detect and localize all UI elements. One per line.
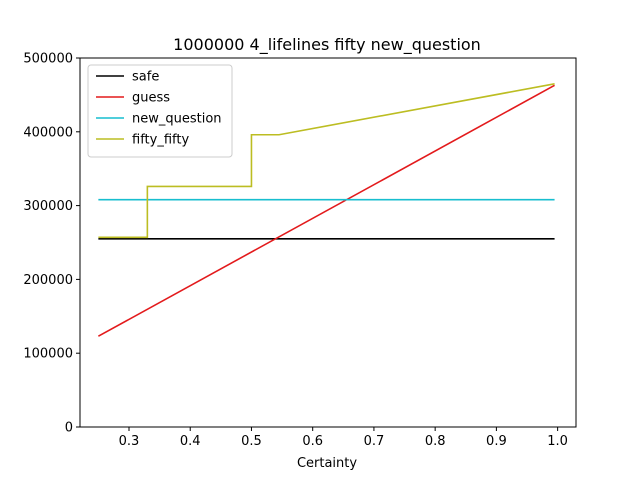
y-tick-label: 400000 [23,125,73,140]
x-axis-label: Certainty [297,456,357,471]
x-tick-label: 1.0 [547,434,568,449]
legend-box [87,64,233,158]
series-layer [97,83,555,337]
chart-title: 1000000 4_lifelines fifty new_question [173,35,481,55]
x-tick-label: 0.8 [425,434,446,449]
plot-area: 0.3 0.4 0.5 0.6 0.7 0.8 0.9 1.0 0 100000 200000 30… [23,52,577,449]
y-axis: 0 100000 200000 300000 400000 500000 [23,52,80,436]
legend-label: fifty_fifty [132,133,189,148]
series-line-guess [97,84,555,337]
legend-label: guess [132,91,170,106]
y-tick-label: 500000 [23,52,73,67]
plot-frame [79,57,577,428]
y-tick-label: 0 [65,421,73,436]
y-tick-label: 200000 [23,273,73,288]
x-tick-label: 0.7 [364,434,385,449]
series-line-fifty-fifty [98,83,555,239]
x-tick-label: 0.9 [486,434,507,449]
legend-label: new_question [132,112,222,127]
legend-label: safe [132,70,159,85]
legend: safe guess new_question fifty_fifty [87,64,233,158]
x-axis: 0.3 0.4 0.5 0.6 0.7 0.8 0.9 1.0 [119,427,568,449]
y-tick-label: 300000 [23,199,73,214]
x-tick-label: 0.5 [241,434,262,449]
y-tick-label: 100000 [23,347,73,362]
x-tick-label: 0.3 [119,434,140,449]
x-tick-label: 0.6 [302,434,323,449]
x-tick-label: 0.4 [180,434,201,449]
